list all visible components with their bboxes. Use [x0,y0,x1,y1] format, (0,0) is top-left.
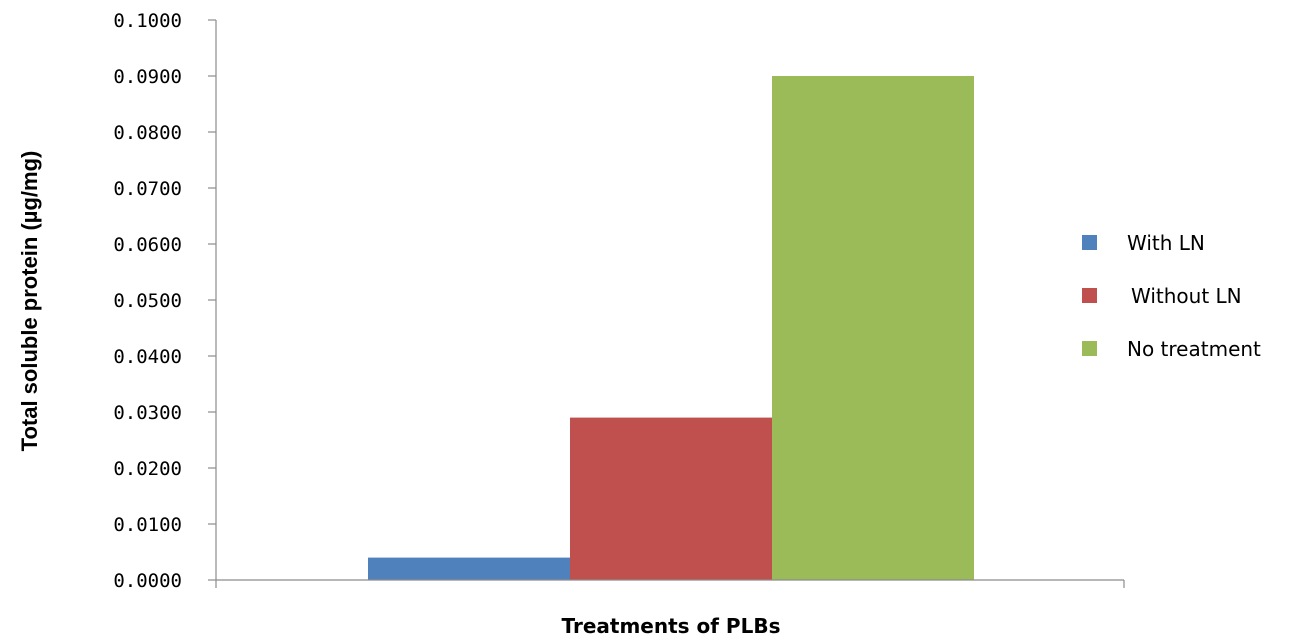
bar-no-treatment [772,76,974,580]
legend-swatch [1082,235,1097,250]
y-tick-label: 0.0500 [113,290,182,312]
legend-swatch [1082,288,1097,303]
y-tick-label: 0.0300 [113,402,182,424]
legend-label: With LN [1127,231,1205,255]
y-tick-label: 0.0700 [113,178,182,200]
bar-with-ln [368,557,570,580]
bars [368,76,974,580]
x-axis-title: Treatments of PLBs [562,614,781,638]
y-tick-label: 0.1000 [113,10,182,32]
bar-without-ln [570,417,772,580]
y-tick-label: 0.0200 [113,458,182,480]
y-tick-label: 0.0000 [113,570,182,592]
legend-label: Without LN [1131,284,1242,308]
y-axis-title: Total soluble protein (µg/mg) [17,151,42,452]
y-axis-ticks: 0.0000 0.0100 0.0200 0.0300 0.0400 0.0500 0.06… [113,10,1125,592]
y-tick-label: 0.0600 [113,234,182,256]
y-tick-label: 0.0900 [113,66,182,88]
y-tick-label: 0.0400 [113,346,182,368]
legend: With LN Without LN No treatment [1082,231,1261,361]
legend-label: No treatment [1127,337,1261,361]
y-tick-label: 0.0800 [113,122,182,144]
legend-swatch [1082,341,1097,356]
y-tick-label: 0.0100 [113,514,182,536]
